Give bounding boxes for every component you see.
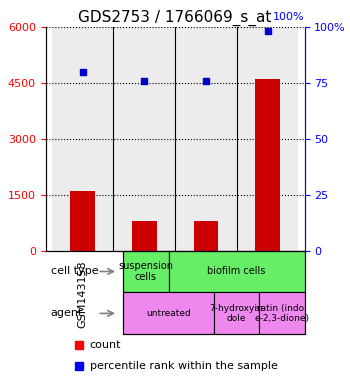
- Bar: [175, 27, 237, 250]
- Point: [203, 78, 209, 84]
- Text: biofilm cells: biofilm cells: [207, 266, 266, 276]
- Text: count: count: [90, 340, 121, 350]
- Bar: [113, 27, 175, 250]
- Bar: [237, 27, 298, 250]
- Bar: [52, 27, 113, 250]
- Text: 7-hydroxyin
dole: 7-hydroxyin dole: [210, 304, 264, 323]
- Text: satin (indol
e-2,3-dione): satin (indol e-2,3-dione): [254, 304, 309, 323]
- Bar: [255, 79, 280, 250]
- Point: [265, 28, 270, 35]
- Bar: [70, 191, 95, 250]
- Bar: [194, 221, 218, 250]
- Point: [141, 78, 147, 84]
- Text: suspension
cells: suspension cells: [118, 261, 173, 282]
- FancyBboxPatch shape: [123, 293, 214, 334]
- Text: cell type: cell type: [51, 266, 98, 276]
- FancyBboxPatch shape: [259, 293, 304, 334]
- Point: [80, 68, 85, 74]
- FancyBboxPatch shape: [168, 250, 304, 293]
- Text: untreated: untreated: [146, 309, 191, 318]
- Text: 100%: 100%: [273, 12, 304, 22]
- Text: percentile rank within the sample: percentile rank within the sample: [90, 361, 278, 371]
- Title: GDS2753 / 1766069_s_at: GDS2753 / 1766069_s_at: [78, 9, 272, 25]
- FancyBboxPatch shape: [214, 293, 259, 334]
- FancyBboxPatch shape: [123, 250, 168, 293]
- Bar: [132, 221, 156, 250]
- Text: agent: agent: [51, 308, 83, 318]
